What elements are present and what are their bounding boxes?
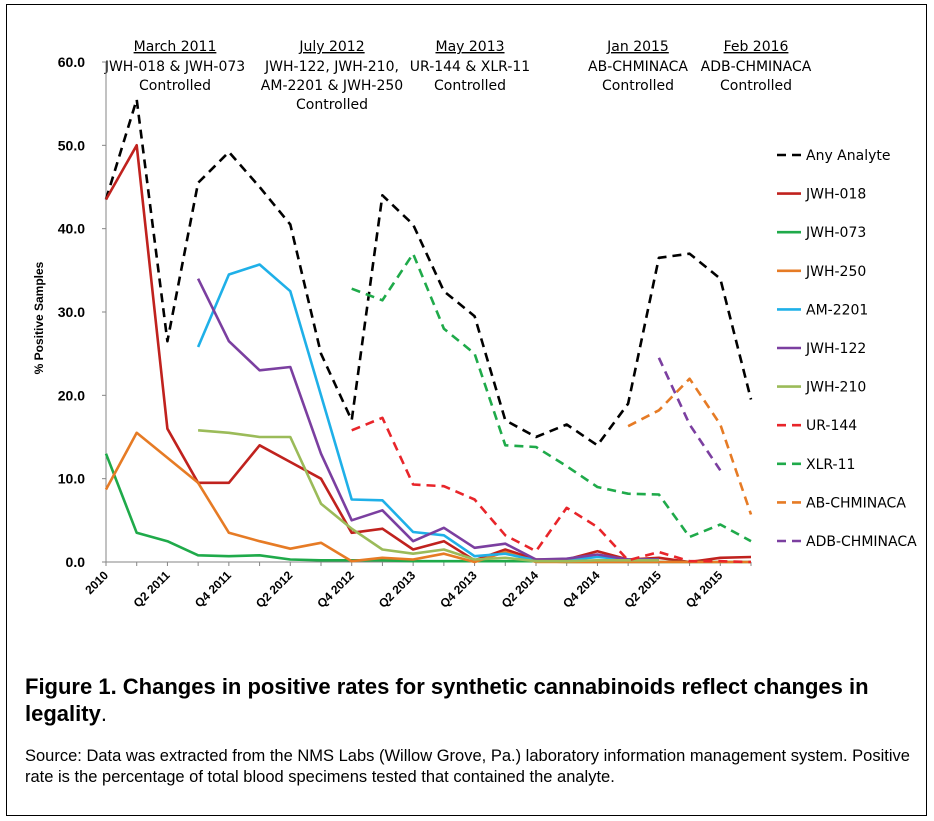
y-tick-label: 0.0: [66, 554, 86, 570]
series-line-adb-chminaca: [657, 357, 722, 472]
annotation-date: July 2012: [298, 39, 364, 55]
figure-caption-title-text: Figure 1. Changes in positive rates for …: [25, 674, 869, 726]
annotation-line: ADB-CHMINACA: [701, 59, 812, 75]
series-any-analyte: [104, 98, 753, 447]
x-tick-label: 2010: [82, 568, 111, 597]
annotation-line: AM-2201 & JWH-250: [261, 78, 403, 94]
annotation-feb-2016: Feb 2016 ADB-CHMINACA Controlled: [701, 39, 812, 94]
y-tick-label: 20.0: [58, 387, 85, 403]
series-xlr-11: [351, 252, 752, 543]
annotation-line: Controlled: [434, 78, 506, 94]
annotation-line: AB-CHMINACA: [588, 59, 688, 75]
annotation-line: JWH-122, JWH-210,: [264, 59, 399, 75]
x-tick-label: Q2 2013: [376, 568, 419, 611]
legend-label: UR-144: [806, 418, 857, 434]
figure-caption-title-tail: .: [100, 701, 107, 726]
series-line-any-analyte: [104, 98, 753, 447]
legend-item-jwh-210: JWH-210: [777, 380, 866, 396]
legend-label: ADB-CHMINACA: [806, 534, 917, 550]
annotation-line: Controlled: [139, 78, 211, 94]
series-line-jwh-122: [196, 278, 659, 561]
x-tick-label: Q4 2013: [437, 568, 480, 611]
annotation-july-2012: July 2012 JWH-122, JWH-210, AM-2201 & JWH-…: [261, 39, 403, 113]
y-tick-label: 10.0: [58, 471, 85, 487]
annotation-may-2013: May 2013 UR-144 & XLR-11 Controlled: [410, 39, 530, 94]
figure-source-note: Source: Data was extracted from the NMS …: [25, 747, 910, 786]
annotation-date: March 2011: [134, 39, 217, 55]
annotation-march-2011: March 2011 JWH-018 & JWH-073 Controlled: [104, 39, 245, 94]
x-tick-label: Q2 2014: [499, 568, 542, 611]
legend-label: JWH-122: [805, 341, 866, 357]
figure-caption-title: Figure 1. Changes in positive rates for …: [25, 673, 915, 727]
legend-item-jwh-122: JWH-122: [777, 341, 866, 357]
x-tick-label: Q4 2015: [683, 568, 726, 611]
series-jwh-210: [197, 429, 659, 563]
series-jwh-122: [196, 278, 659, 561]
annotation-line: Controlled: [296, 97, 368, 113]
y-tick-label: 40.0: [58, 221, 85, 237]
x-tick-label: Q4 2011: [192, 568, 234, 610]
legend-item-jwh-073: JWH-073: [777, 225, 866, 241]
series-ab-chminaca: [627, 377, 753, 515]
x-tick-label: Q2 2011: [131, 568, 173, 610]
legend-item-am-2201: AM-2201: [777, 302, 868, 318]
annotation-line: Controlled: [720, 78, 792, 94]
legend-item-jwh-250: JWH-250: [777, 264, 866, 280]
series-adb-chminaca: [657, 357, 722, 472]
series-line-jwh-210: [197, 429, 659, 563]
series-line-jwh-250: [104, 431, 751, 564]
legend: Any Analyte JWH-018 JWH-073 JWH-250 AM-2201 J…: [777, 148, 917, 550]
legend-label: AM-2201: [806, 302, 868, 318]
y-tick-label: 60.0: [58, 54, 85, 70]
figure-frame: March 2011 JWH-018 & JWH-073 Controlled Jul…: [6, 4, 927, 816]
x-tick-label: Q2 2015: [622, 568, 665, 611]
annotation-date: Feb 2016: [724, 39, 789, 55]
series-ur-144: [351, 416, 752, 564]
legend-item-ur-144: UR-144: [777, 418, 857, 434]
legend-item-ab-chminaca: AB-CHMINACA: [777, 495, 906, 511]
legend-item-any-analyte: Any Analyte: [777, 148, 891, 164]
legend-item-adb-chminaca: ADB-CHMINACA: [777, 534, 917, 550]
x-tick-label: Q2 2012: [253, 568, 296, 611]
series-jwh-250: [104, 431, 751, 564]
annotation-date: May 2013: [435, 39, 504, 55]
series-jwh-018: [104, 144, 752, 564]
x-tick-label: Q4 2014: [560, 568, 603, 611]
y-axis-label: % Positive Samples: [32, 261, 46, 374]
series-line-jwh-018: [104, 144, 752, 564]
series-am-2201: [196, 263, 659, 562]
annotation-date: Jan 2015: [606, 39, 669, 55]
legend-label: JWH-210: [805, 380, 866, 396]
series-line-xlr-11: [351, 252, 752, 543]
x-tick-label: Q4 2012: [314, 568, 357, 611]
series-line-ab-chminaca: [627, 377, 753, 515]
series-line-am-2201: [196, 263, 659, 562]
annotation-line: Controlled: [602, 78, 674, 94]
annotation-jan-2015: Jan 2015 AB-CHMINACA Controlled: [588, 39, 688, 94]
series-lines: [104, 98, 753, 564]
legend-label: JWH-018: [805, 187, 866, 203]
legend-label: JWH-250: [805, 264, 866, 280]
y-tick-label: 30.0: [58, 304, 85, 320]
annotation-line: JWH-018 & JWH-073: [104, 59, 245, 75]
legend-item-jwh-018: JWH-018: [777, 187, 866, 203]
y-tick-label: 50.0: [58, 137, 85, 153]
legend-item-xlr-11: XLR-11: [777, 457, 855, 473]
series-line-ur-144: [351, 416, 752, 564]
legend-label: XLR-11: [806, 457, 855, 473]
legend-label: AB-CHMINACA: [806, 495, 906, 511]
annotation-line: UR-144 & XLR-11: [410, 59, 530, 75]
legend-label: Any Analyte: [806, 148, 891, 164]
legend-label: JWH-073: [805, 225, 866, 241]
